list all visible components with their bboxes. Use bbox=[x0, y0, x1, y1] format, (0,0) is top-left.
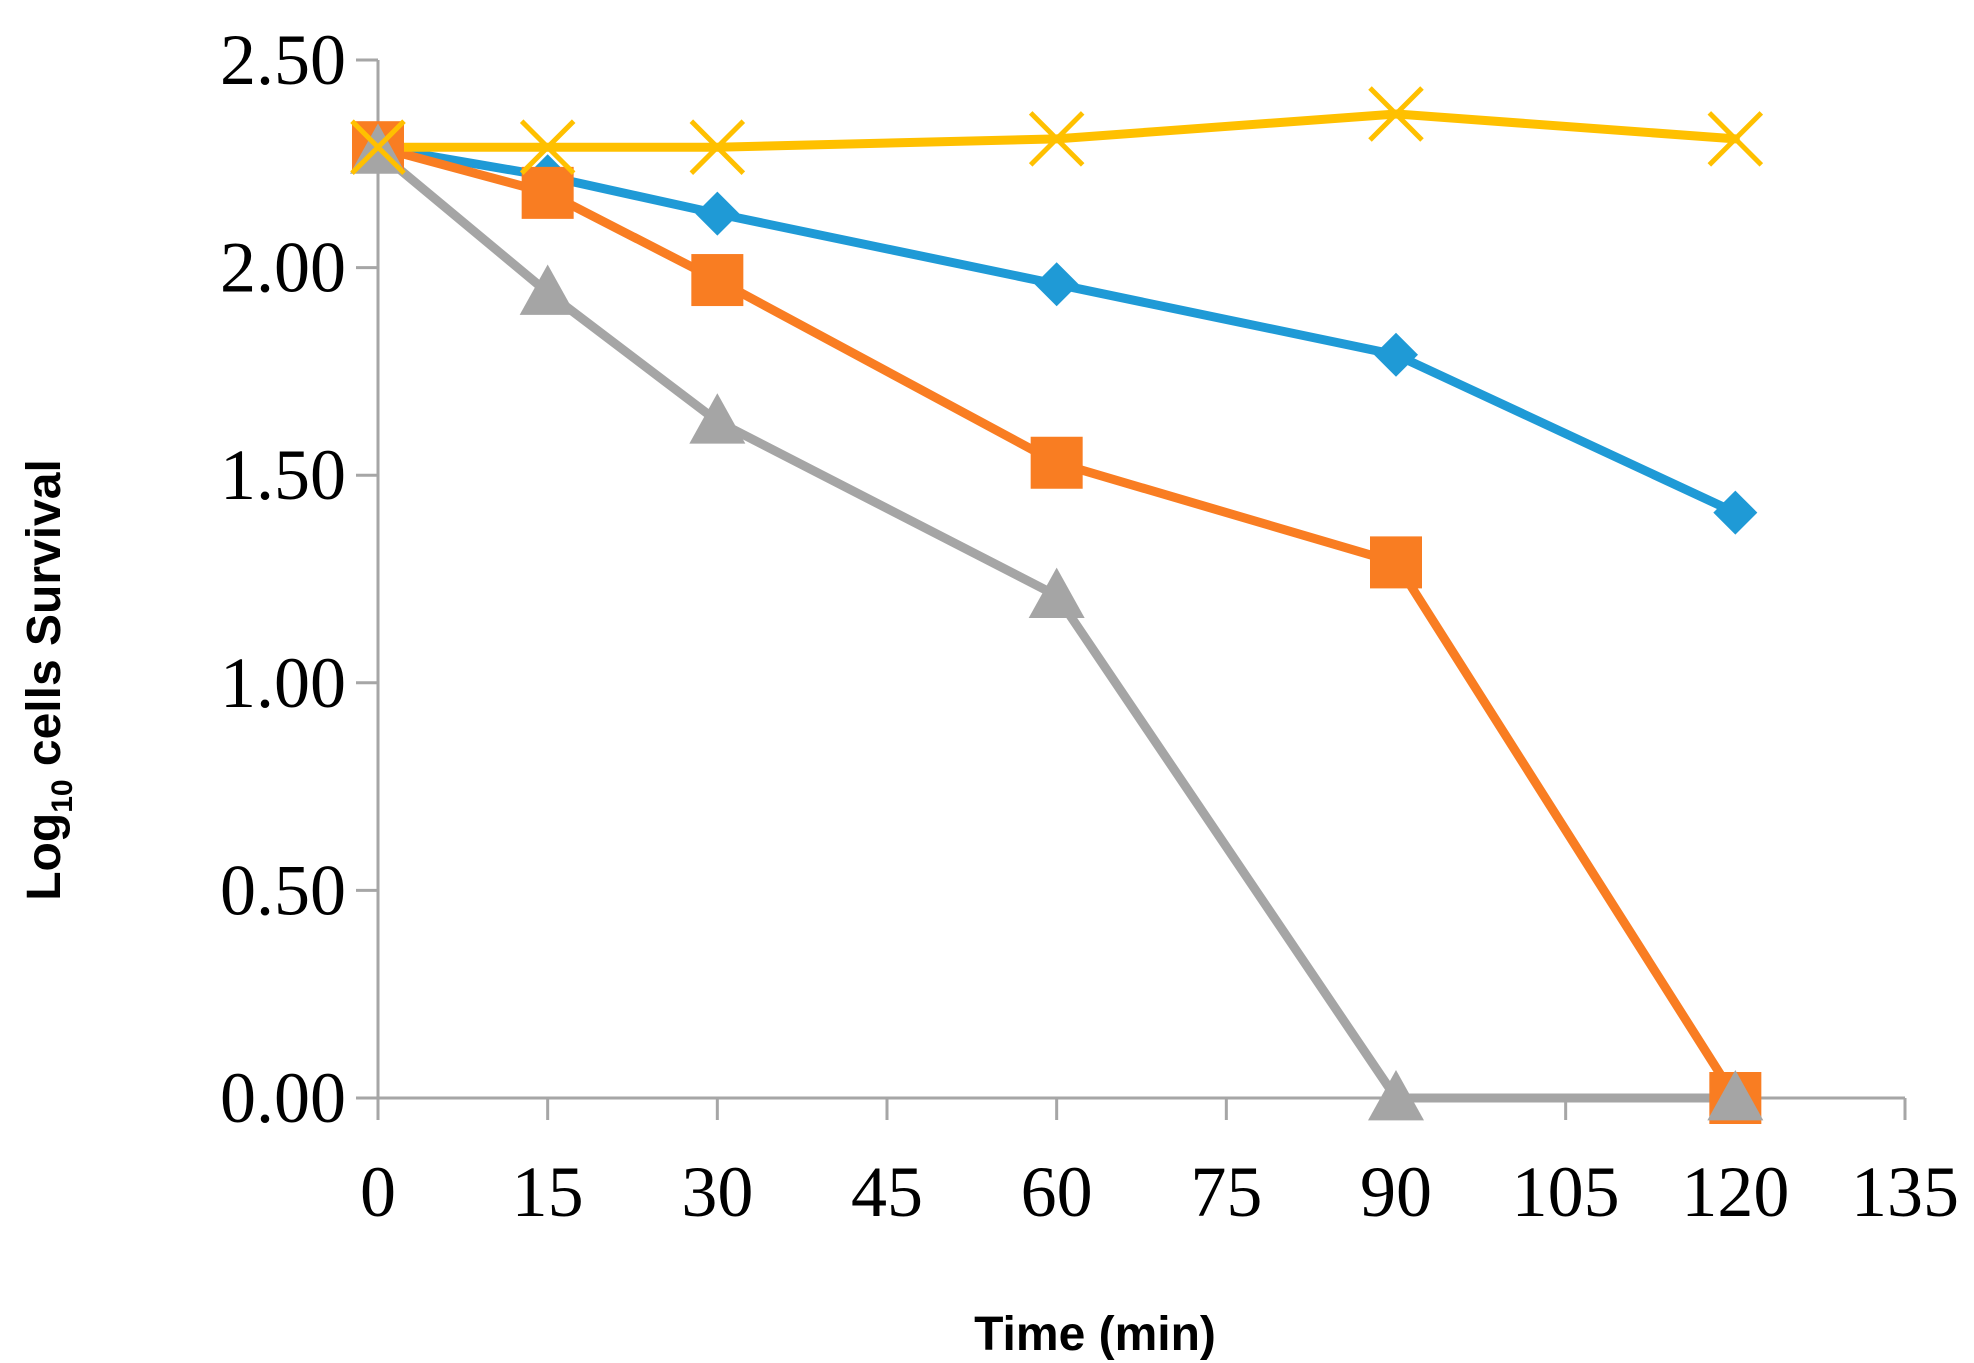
x-marker-stroke bbox=[1028, 111, 1085, 167]
y-tick-label: 0.50 bbox=[220, 850, 346, 930]
y-tick-label: 2.50 bbox=[220, 20, 346, 100]
y-tick-label: 2.00 bbox=[220, 228, 346, 308]
series-3-point bbox=[1028, 567, 1085, 619]
x-tick-label: 75 bbox=[1190, 1152, 1262, 1232]
plot-area bbox=[350, 86, 1764, 1124]
y-tick-label: 0.00 bbox=[220, 1058, 346, 1138]
series-4-point bbox=[1707, 111, 1764, 167]
y-axis-title-prefix: Log bbox=[18, 813, 71, 901]
x-tick-label: 0 bbox=[360, 1152, 396, 1232]
series-1-point bbox=[1374, 332, 1418, 377]
x-axis-ticks: 0 15 30 45 60 75 90 105 120 135 bbox=[360, 1098, 1959, 1232]
y-tick-label: 1.00 bbox=[220, 643, 346, 723]
series-3-line bbox=[373, 146, 1740, 1103]
x-tick-label: 120 bbox=[1681, 1152, 1789, 1232]
series-3-point bbox=[519, 264, 576, 315]
x-tick-label: 105 bbox=[1512, 1152, 1620, 1232]
series-4-point bbox=[1368, 86, 1424, 142]
series-2-point bbox=[521, 166, 574, 219]
x-tick-label: 15 bbox=[512, 1152, 584, 1232]
series-3-point bbox=[1368, 1070, 1424, 1121]
y-axis-ticks: 0.00 0.50 1.00 1.50 2.00 2.50 bbox=[220, 20, 378, 1138]
axes: 0.00 0.50 1.00 1.50 2.00 2.50 0 15 30 45 60 75 90 10… bbox=[220, 20, 1959, 1232]
x-marker-stroke bbox=[689, 119, 746, 175]
series-4-point bbox=[519, 119, 576, 175]
series-4-point bbox=[689, 119, 746, 175]
x-tick-label: 30 bbox=[681, 1152, 753, 1232]
series-4-point bbox=[1028, 111, 1085, 167]
y-axis-title: Log10 cells Survival bbox=[18, 459, 79, 901]
series-3-point bbox=[689, 393, 746, 444]
x-axis-title: Time (min) bbox=[974, 1308, 1216, 1361]
x-tick-label: 90 bbox=[1360, 1152, 1432, 1232]
series-4-point bbox=[350, 119, 406, 175]
x-tick-label: 45 bbox=[851, 1152, 923, 1232]
y-axis-title-suffix: cells Survival bbox=[18, 459, 71, 779]
y-axis-title-subscript: 10 bbox=[46, 779, 79, 812]
series-1-point bbox=[695, 191, 740, 236]
x-marker-stroke bbox=[1707, 111, 1764, 167]
series-1-line bbox=[373, 142, 1740, 518]
x-tick-label: 135 bbox=[1851, 1152, 1959, 1232]
series-1-point bbox=[1034, 262, 1079, 307]
series-3-point bbox=[1707, 1070, 1764, 1121]
x-marker-stroke bbox=[350, 119, 406, 175]
series-2-line bbox=[373, 142, 1740, 1103]
series-4-line bbox=[373, 109, 1740, 152]
series-1-point bbox=[1713, 490, 1758, 535]
series-2-point bbox=[1030, 436, 1083, 489]
series-2-point bbox=[1370, 536, 1422, 589]
x-marker-stroke bbox=[1368, 86, 1424, 142]
x-marker-stroke bbox=[519, 119, 576, 175]
y-tick-label: 1.50 bbox=[220, 435, 346, 515]
series-2-point bbox=[691, 254, 744, 307]
x-tick-label: 60 bbox=[1021, 1152, 1093, 1232]
